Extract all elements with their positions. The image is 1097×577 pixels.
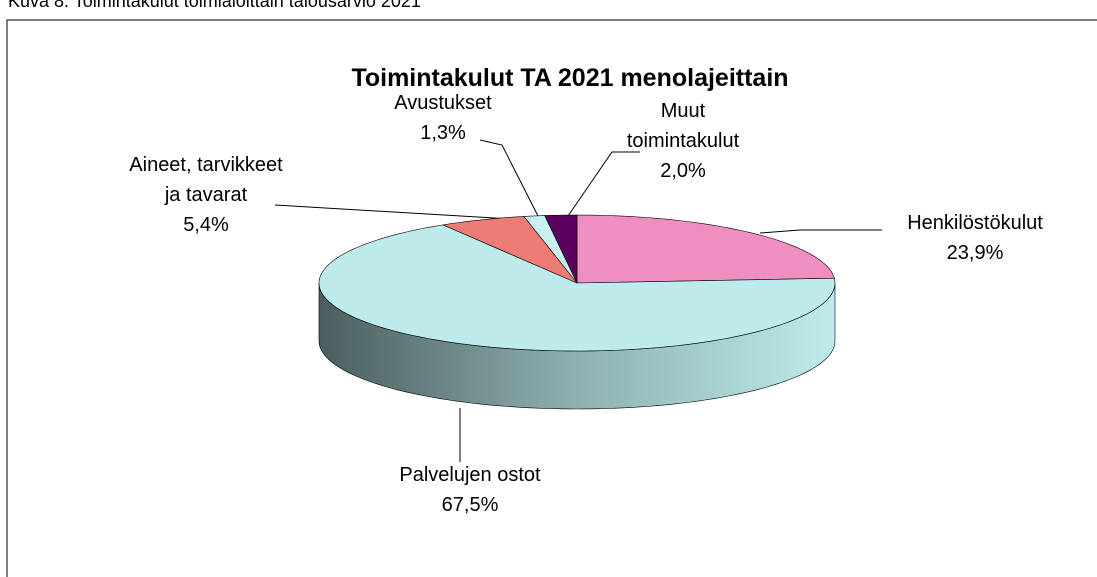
category-label: Muut toimintakulut — [626, 100, 740, 152]
chart-title: Toimintakulut TA 2021 menolajeittain — [351, 64, 789, 92]
frame — [6, 19, 1097, 577]
pie-slice — [576, 214, 835, 284]
category-label: Aineet, tarvikkeet ja tavarat — [129, 154, 283, 206]
side-shade — [319, 283, 835, 409]
caption: Kuva 8. Toimintakulut toimialoittain tal… — [8, 0, 421, 11]
data-label: Palvelujen ostot 67,5% — [340, 460, 600, 520]
leader-line — [759, 229, 882, 234]
value-label: 5,4% — [183, 214, 229, 236]
pie-slice — [441, 216, 578, 284]
data-label: Aineet, tarvikkeet ja tavarat 5,4% — [126, 150, 286, 240]
leader-line — [567, 151, 640, 217]
value-label: 67,5% — [441, 494, 499, 516]
leader-line — [479, 139, 539, 217]
leader-line — [274, 204, 529, 221]
value-label: 1,3% — [420, 122, 466, 144]
pie-slice — [318, 224, 836, 352]
value-label: 2,0% — [660, 160, 706, 182]
pie-slice — [544, 214, 578, 284]
data-label: Henkilöstökulut 23,9% — [865, 208, 1085, 268]
category-label: Avustukset — [394, 92, 492, 114]
data-label: Avustukset 1,3% — [363, 88, 523, 148]
pie — [318, 214, 836, 410]
category-label: Henkilöstökulut — [907, 212, 1043, 234]
value-label: 23,9% — [946, 242, 1004, 264]
category-label: Palvelujen ostot — [399, 464, 541, 486]
leader-lines — [274, 139, 882, 462]
data-label: Muut toimintakulut 2,0% — [603, 96, 763, 186]
